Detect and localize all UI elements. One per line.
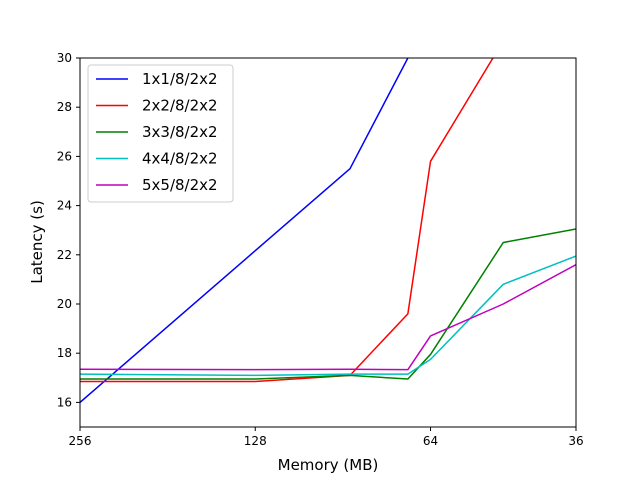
legend-label: 2x2/8/2x2 bbox=[142, 97, 218, 115]
y-tick-label: 18 bbox=[57, 346, 72, 360]
y-tick-label: 26 bbox=[57, 149, 72, 163]
legend-label: 3x3/8/2x2 bbox=[142, 123, 218, 141]
series-layer bbox=[80, 58, 576, 403]
y-tick-label: 16 bbox=[57, 395, 72, 409]
x-tick-label: 36 bbox=[568, 434, 583, 448]
x-axis-label: Memory (MB) bbox=[278, 456, 379, 474]
series-line-3 bbox=[80, 228, 576, 380]
y-axis-label: Latency (s) bbox=[28, 200, 46, 284]
y-tick-label: 20 bbox=[57, 297, 72, 311]
y-axis-ticks: 16 18 20 22 24 26 28 30 bbox=[57, 51, 80, 409]
legend-label: 4x4/8/2x2 bbox=[142, 150, 218, 168]
series-line-1 bbox=[80, 58, 409, 403]
series-line-4 bbox=[80, 255, 576, 377]
x-tick-label: 256 bbox=[69, 434, 92, 448]
y-tick-label: 22 bbox=[57, 248, 72, 262]
legend-label: 5x5/8/2x2 bbox=[142, 176, 218, 194]
y-tick-label: 24 bbox=[57, 199, 72, 213]
series-line-5 bbox=[80, 263, 576, 371]
y-tick-label: 28 bbox=[57, 100, 72, 114]
x-axis-ticks: 256 128 64 36 bbox=[69, 427, 584, 448]
legend: 1x1/8/2x2 2x2/8/2x2 3x3/8/2x2 4x4/8/2x2 5x5/… bbox=[87, 64, 234, 203]
series-line-2 bbox=[80, 58, 494, 383]
x-tick-label: 64 bbox=[423, 434, 438, 448]
y-tick-label: 30 bbox=[57, 51, 72, 65]
legend-box bbox=[87, 64, 234, 203]
plot-frame bbox=[79, 57, 577, 428]
legend-label: 1x1/8/2x2 bbox=[142, 70, 218, 88]
x-tick-label: 128 bbox=[244, 434, 267, 448]
